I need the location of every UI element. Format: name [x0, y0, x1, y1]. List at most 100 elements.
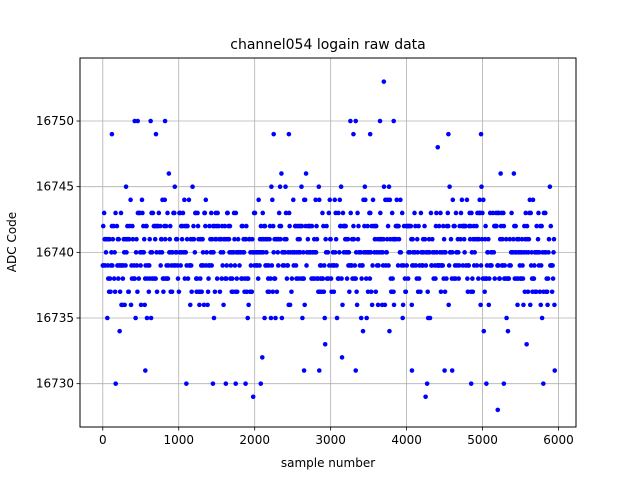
data-point [112, 250, 117, 255]
data-point [163, 223, 169, 229]
data-point [482, 236, 488, 242]
data-point [260, 250, 266, 255]
data-point [385, 223, 391, 229]
data-point [318, 263, 324, 268]
data-point [484, 381, 489, 386]
data-point [128, 302, 134, 308]
data-point [355, 236, 361, 242]
data-point [384, 250, 390, 255]
data-point [340, 302, 345, 308]
data-point [195, 210, 200, 216]
data-point [267, 223, 273, 229]
data-point [161, 289, 166, 295]
data-point [101, 210, 107, 216]
data-point [217, 289, 223, 295]
data-point [138, 302, 144, 308]
data-point [332, 250, 338, 255]
data-point [413, 223, 418, 229]
data-point [334, 315, 340, 321]
data-point [202, 210, 208, 216]
data-point [402, 276, 408, 281]
data-point [508, 263, 513, 268]
data-point [188, 263, 194, 268]
data-point [275, 250, 281, 255]
data-point [224, 263, 230, 268]
data-point [154, 250, 159, 255]
data-point [344, 276, 350, 281]
data-point [187, 302, 193, 308]
data-point [462, 250, 467, 255]
data-point [184, 236, 190, 242]
data-point [348, 118, 353, 124]
data-point [474, 263, 480, 268]
data-point [511, 236, 516, 242]
data-point [418, 210, 424, 216]
data-point [122, 302, 127, 308]
data-point [550, 263, 555, 268]
data-point [494, 223, 499, 229]
data-point [464, 197, 470, 203]
data-point [221, 302, 226, 308]
data-point [391, 289, 396, 295]
data-point [426, 236, 432, 242]
data-point [258, 381, 264, 386]
y-axis-ticks: 16730 16735 16740 16745 16750 [36, 114, 80, 391]
data-point [222, 223, 228, 229]
data-point [113, 381, 118, 386]
data-point [120, 276, 126, 281]
data-point [282, 250, 288, 255]
data-point [438, 210, 443, 216]
data-point [463, 223, 468, 229]
data-point [234, 289, 240, 295]
data-point [339, 276, 344, 281]
data-point [364, 315, 369, 321]
data-point [144, 223, 149, 229]
data-point [492, 276, 498, 281]
data-point [184, 381, 189, 386]
data-point [256, 197, 261, 203]
data-point [275, 263, 281, 268]
data-point [465, 289, 471, 295]
data-point [299, 184, 304, 189]
data-point [486, 276, 492, 281]
data-point [367, 131, 373, 137]
data-point [435, 144, 441, 150]
data-point [268, 315, 274, 321]
data-point [535, 236, 541, 242]
data-point [434, 210, 439, 216]
data-point [400, 315, 405, 321]
data-point [216, 223, 221, 229]
data-point [381, 184, 387, 189]
data-point [124, 250, 129, 255]
data-point [172, 184, 178, 189]
data-point [480, 210, 485, 216]
x-tick-label: 6000 [543, 433, 574, 447]
data-point [133, 250, 139, 255]
data-point [427, 315, 433, 321]
data-point [111, 276, 117, 281]
data-point [442, 289, 448, 295]
data-points [100, 79, 558, 413]
data-point [279, 171, 284, 176]
data-point [192, 250, 198, 255]
data-point [376, 263, 381, 268]
data-point [469, 210, 474, 216]
data-point [545, 302, 550, 308]
data-point [211, 315, 217, 321]
data-point [284, 276, 290, 281]
data-point [519, 236, 525, 242]
data-point [158, 263, 163, 268]
data-point [114, 223, 120, 229]
data-point [468, 381, 474, 386]
data-point [162, 118, 168, 124]
data-point [423, 394, 428, 400]
data-point [424, 381, 430, 386]
data-point [490, 210, 496, 216]
data-point [348, 210, 354, 216]
data-point [453, 210, 459, 216]
data-point [472, 250, 477, 255]
data-point [233, 381, 239, 386]
data-point [527, 302, 533, 308]
data-point [479, 184, 484, 189]
data-point [538, 263, 544, 268]
